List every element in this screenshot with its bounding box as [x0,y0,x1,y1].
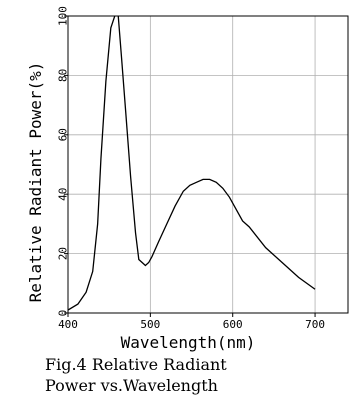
y-tick-label-60: 60 [57,128,70,141]
series-line [68,16,316,311]
x-tick-label-700: 700 [305,318,325,331]
grid [67,15,348,314]
y-tick-labels: 0 20 40 60 80 100 [57,6,70,316]
y-tick-label-40: 40 [57,188,70,201]
y-tick-label-0: 0 [57,310,70,317]
figure-caption-line-1: Fig.4 Relative Radiant [45,355,227,374]
plot-border [67,15,349,314]
x-axis-label: Wavelength(nm) [121,333,256,352]
figure-caption-line-2: Power vs.Wavelength [45,376,218,395]
plot-frame [67,15,349,314]
x-tick-label-600: 600 [223,318,243,331]
y-tick-label-20: 20 [57,247,70,260]
x-tick-label-500: 500 [140,318,160,331]
y-tick-label-100: 100 [57,6,70,26]
y-axis-label: Relative Radiant Power(%) [26,62,45,303]
x-tick-labels: 400 500 600 700 [58,313,325,331]
y-tick-label-80: 80 [57,69,70,82]
x-tick-label-400: 400 [58,318,78,331]
